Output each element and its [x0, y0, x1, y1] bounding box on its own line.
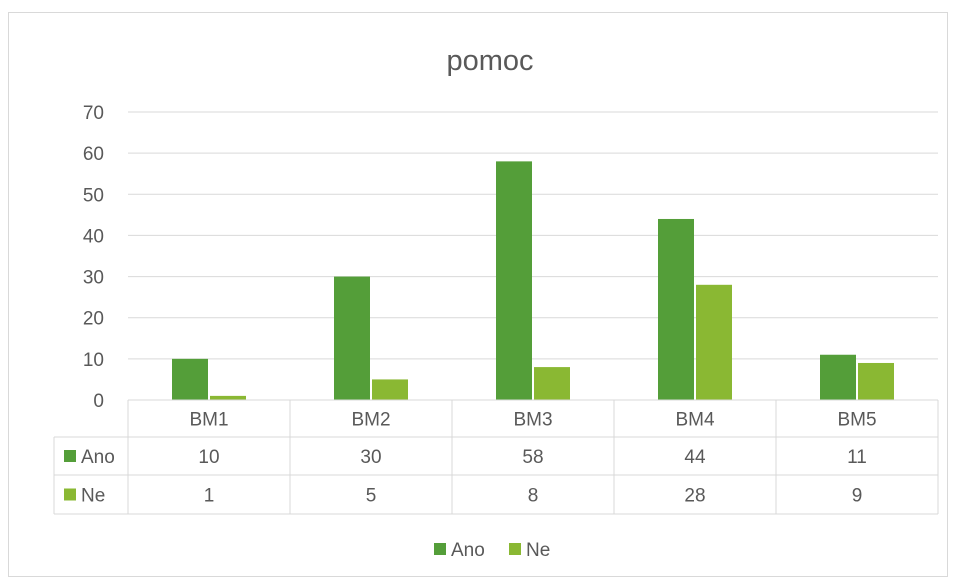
bar-ano-bm5: [820, 354, 856, 400]
category-label: BM2: [351, 410, 390, 431]
series-label: Ne: [81, 486, 105, 507]
bars: [172, 161, 894, 400]
bar-ano-bm1: [172, 358, 208, 400]
y-tick-label: 20: [83, 309, 104, 330]
series-label: Ano: [81, 447, 115, 468]
category-label: BM4: [675, 410, 715, 431]
data-label: 9: [852, 486, 863, 507]
bar-ano-bm3: [496, 161, 532, 400]
data-label: 10: [198, 447, 219, 468]
bar-ne-bm1: [210, 395, 246, 400]
category-label: BM5: [837, 410, 876, 431]
data-label: 1: [204, 486, 215, 507]
legend-swatch-ne: [509, 543, 521, 555]
bar-ano-bm4: [658, 218, 694, 400]
y-tick-label: 10: [83, 350, 104, 371]
chart-title: pomoc: [446, 45, 533, 77]
category-label: BM1: [189, 410, 228, 431]
chart-frame: [8, 12, 948, 577]
y-tick-label: 40: [83, 226, 104, 247]
bar-ano-bm2: [334, 276, 370, 400]
legend-label-ne: Ne: [526, 540, 550, 561]
data-label: 30: [360, 447, 381, 468]
legend-label-ano: Ano: [451, 540, 485, 561]
bar-ne-bm5: [858, 362, 894, 400]
y-tick-label: 50: [83, 185, 104, 206]
y-tick-label: 30: [83, 268, 104, 289]
y-axis: 0 10 20 30 40 50 60 70: [83, 103, 104, 412]
y-tick-label: 70: [83, 103, 104, 124]
y-tick-label: 0: [93, 391, 104, 412]
data-label: 8: [528, 486, 539, 507]
data-label: 28: [684, 486, 705, 507]
gridlines: [128, 111, 938, 360]
bar-ne-bm2: [372, 379, 408, 400]
category-label: BM3: [513, 410, 552, 431]
legend-key-ne: [64, 488, 76, 501]
y-tick-label: 60: [83, 144, 104, 165]
data-label: 11: [847, 447, 867, 468]
bar-ne-bm3: [534, 367, 570, 400]
legend-swatch-ano: [434, 543, 446, 555]
legend: Ano Ne: [434, 540, 550, 561]
data-label: 5: [366, 486, 377, 507]
legend-key-ano: [64, 450, 76, 462]
data-label: 44: [684, 447, 706, 468]
bar-ne-bm4: [696, 284, 732, 400]
data-label: 58: [522, 447, 543, 468]
